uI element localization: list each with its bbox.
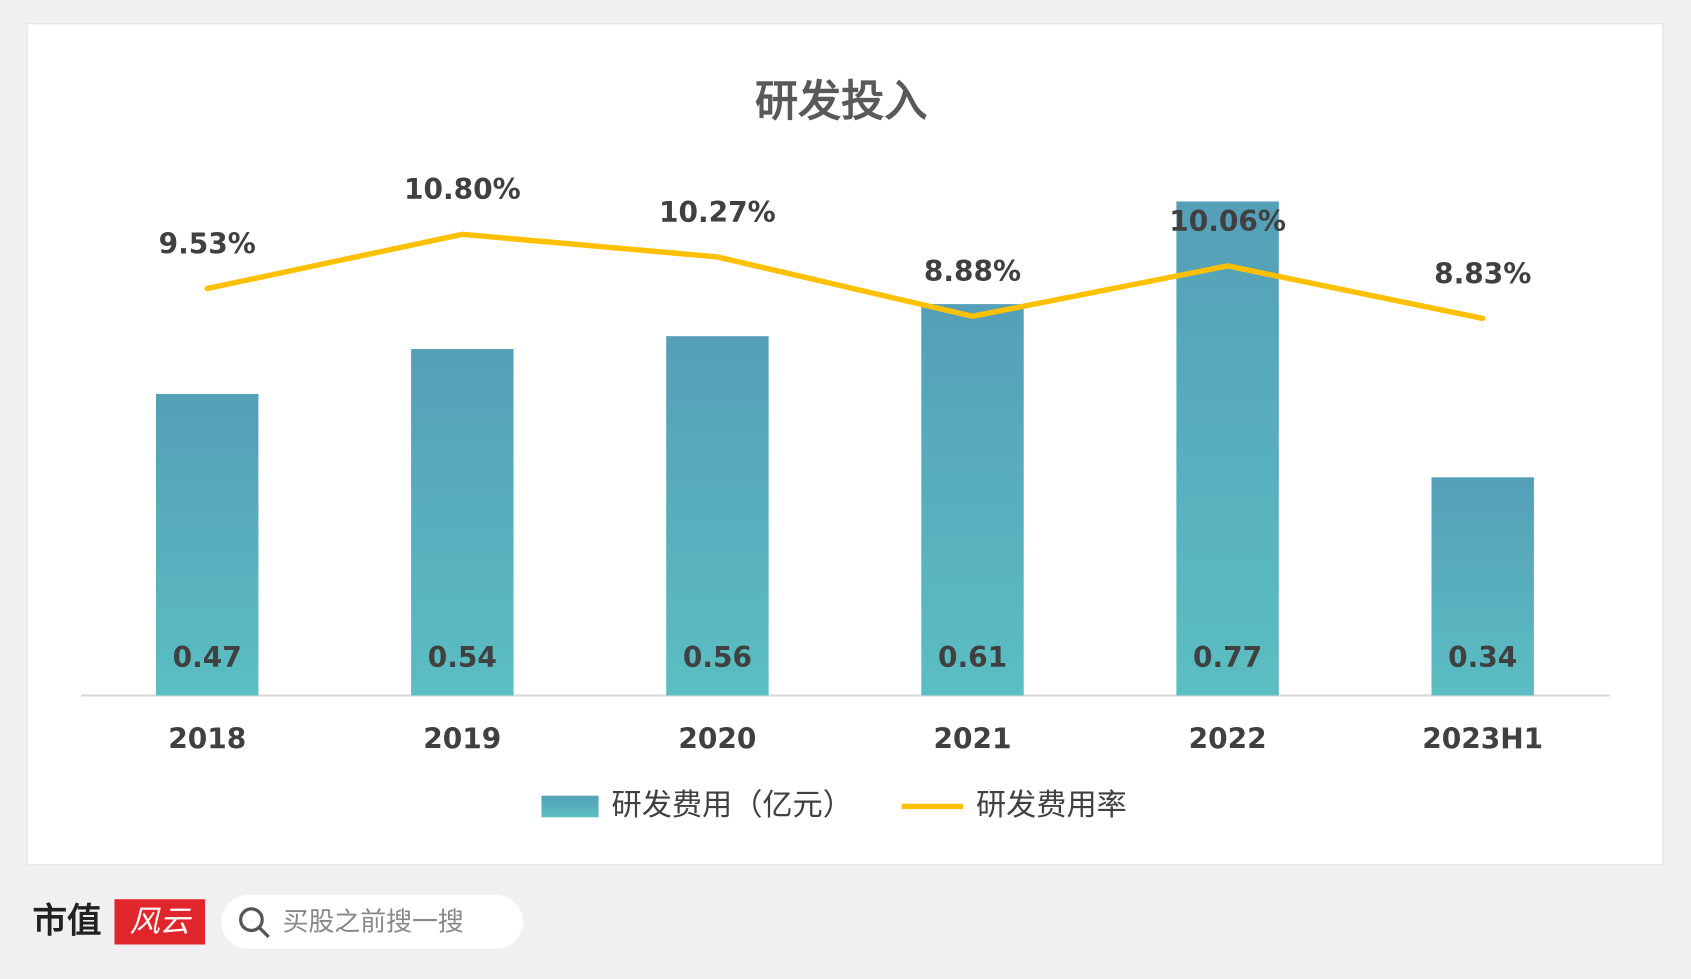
legend-swatch <box>541 795 599 818</box>
bar <box>411 349 514 696</box>
brand-name: 市值 <box>33 901 102 941</box>
x-tick-label: 2020 <box>678 723 756 756</box>
search-box[interactable] <box>221 894 524 949</box>
line-value-label: 10.27% <box>659 196 776 229</box>
search-icon <box>239 907 264 933</box>
card <box>26 23 1664 866</box>
search-icon <box>257 926 270 939</box>
search-placeholder: 买股之前搜一搜 <box>283 907 464 937</box>
brand-mark: 风云 <box>130 904 193 939</box>
bar-value-label: 0.56 <box>683 641 752 674</box>
bar-value-label: 0.47 <box>173 641 242 674</box>
x-tick-label: 2018 <box>168 723 246 756</box>
x-tick-label: 2023H1 <box>1422 723 1543 756</box>
legend-label: 研发费用率 <box>976 788 1127 823</box>
line-value-label: 9.53% <box>159 227 256 260</box>
legend-label: 研发费用（亿元） <box>612 788 853 823</box>
line-value-label: 8.88% <box>924 255 1021 288</box>
bar <box>921 304 1024 696</box>
line-value-label: 8.83% <box>1434 257 1531 290</box>
x-tick-label: 2021 <box>934 723 1012 756</box>
bar-value-label: 0.77 <box>1193 641 1262 674</box>
x-tick-label: 2019 <box>423 723 501 756</box>
bar <box>1431 477 1534 696</box>
brand-mark-box <box>114 899 206 945</box>
bar-value-label: 0.54 <box>428 641 497 674</box>
line <box>204 231 1486 322</box>
bar-value-label: 0.61 <box>938 641 1007 674</box>
bar-value-label: 0.34 <box>1448 641 1517 674</box>
line-value-label: 10.80% <box>404 173 521 206</box>
footer: 市值 风云 买股之前搜一搜 <box>33 894 524 949</box>
x-tick-label: 2022 <box>1189 723 1267 756</box>
bar <box>1176 201 1279 696</box>
bar <box>666 336 769 696</box>
bar <box>155 393 259 696</box>
line-value-label: 10.06% <box>1169 205 1286 238</box>
chart-title: 研发投入 <box>755 77 927 127</box>
